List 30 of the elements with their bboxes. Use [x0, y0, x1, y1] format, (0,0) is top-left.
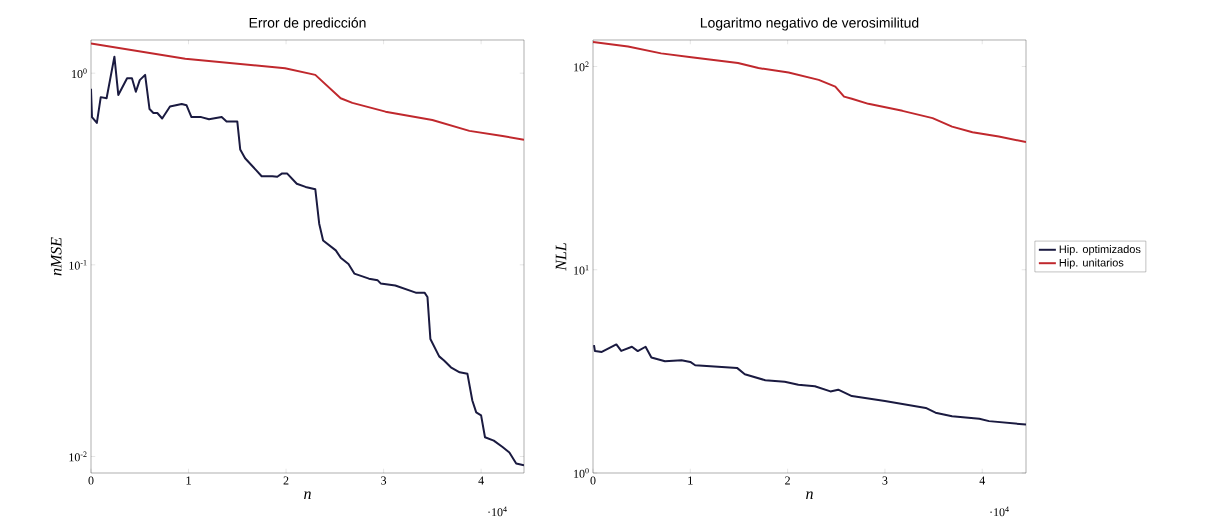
chart-title: Error de predicción [249, 17, 366, 31]
x-axis-title: n [304, 491, 311, 499]
y-tick-label: 10$^{1}$ [574, 264, 589, 275]
y-tick-label: 10$^{0}$ [72, 68, 87, 79]
y-tick-label: 10$^{-2}$ [69, 451, 87, 462]
line-series [593, 343, 1027, 426]
x-tick-label: 3 [882, 476, 888, 485]
x-tick-label: 0 [590, 476, 596, 485]
x-tick-label: 1 [186, 476, 191, 485]
text: ·10$^{4}$ [488, 506, 507, 517]
x-axis-title: n [806, 491, 813, 499]
y-tick-label: 10$^{2}$ [574, 61, 589, 72]
legend-label: Hip. optimizados [1059, 245, 1141, 256]
x-tick-label: 2 [785, 476, 790, 485]
line-series [91, 55, 525, 467]
x-tick-label: 3 [381, 476, 387, 485]
legend-label: Hip. unitarios [1059, 258, 1124, 269]
chart-title: Logaritmo negativo de verosimilitud [700, 17, 919, 31]
line-series [593, 40, 1027, 144]
x-tick-label: 2 [283, 476, 289, 485]
y-tick-label: 10$^{-1}$ [69, 259, 87, 270]
y-tick-label: 10$^{0}$ [574, 468, 589, 478]
line-series [91, 42, 525, 141]
x-tick-label: 0 [88, 476, 94, 485]
x-tick-label: 4 [478, 476, 484, 485]
x-tick-label: 4 [979, 476, 986, 485]
text: ·10$^{4}$ [990, 506, 1009, 517]
y-axis-title: NLL [555, 243, 567, 271]
x-tick-label: 1 [688, 476, 693, 485]
y-axis-title: nMSE [50, 237, 62, 276]
